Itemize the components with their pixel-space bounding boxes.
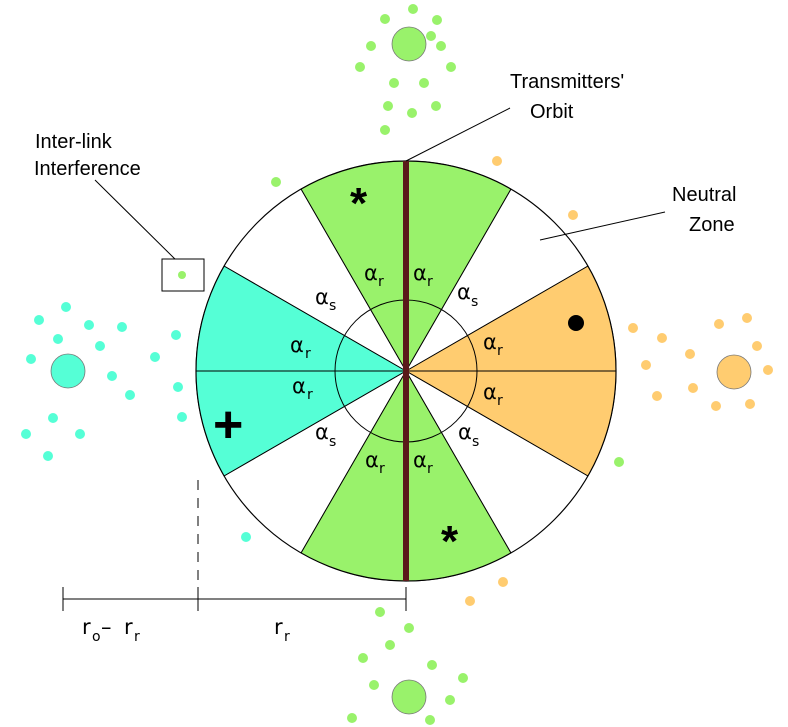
neutral-zone-leader xyxy=(539,211,666,241)
orbit-label-line2: Orbit xyxy=(530,101,574,123)
teal-cluster-left xyxy=(21,302,251,542)
orbit-leader xyxy=(405,107,511,162)
svg-text:r: r xyxy=(379,461,385,477)
interference-label-line1: Inter-link xyxy=(35,131,113,153)
star-marker-bottom: * xyxy=(441,517,459,566)
label-r-r: r r xyxy=(274,615,290,645)
radial-lines xyxy=(196,188,616,554)
svg-text:r: r xyxy=(497,393,503,409)
interference-leader xyxy=(94,179,181,265)
green-cluster-bottom xyxy=(271,177,624,725)
svg-text:s: s xyxy=(329,298,336,314)
dimension-line xyxy=(62,587,407,611)
alpha-s-top-right: α xyxy=(457,280,471,304)
svg-text:–: – xyxy=(101,615,112,639)
neutral-label-line2: Zone xyxy=(689,214,735,236)
alpha-r-left-upper: α xyxy=(290,333,304,357)
alpha-s-bottom-right: α xyxy=(458,420,472,444)
orbit-label-line1: Transmitters' xyxy=(510,71,624,93)
svg-text:r: r xyxy=(427,461,433,477)
dot-marker xyxy=(568,315,584,331)
orange-cluster-right xyxy=(465,156,773,606)
interference-box xyxy=(161,258,205,292)
svg-text:r: r xyxy=(497,343,503,359)
svg-text:r: r xyxy=(305,346,311,362)
svg-text:s: s xyxy=(472,434,479,450)
svg-text:s: s xyxy=(471,294,478,310)
plus-marker: + xyxy=(213,396,243,454)
star-marker-top: * xyxy=(350,179,368,228)
svg-text:r: r xyxy=(378,274,384,290)
alpha-r-right-lower: α xyxy=(483,380,497,404)
alpha-r-top-left: α xyxy=(364,261,378,285)
alpha-r-right-upper: α xyxy=(483,330,497,354)
green-cluster-top xyxy=(355,4,456,135)
svg-text:s: s xyxy=(329,434,336,450)
svg-text:r: r xyxy=(134,629,140,645)
svg-text:r: r xyxy=(307,387,313,403)
svg-text:r: r xyxy=(427,274,433,290)
alpha-r-bottom-left: α xyxy=(365,448,379,472)
svg-text:r: r xyxy=(82,615,91,639)
label-r-o-minus-r-r: r o – r r xyxy=(82,615,140,645)
alpha-r-left-lower: α xyxy=(292,374,306,398)
alpha-labels: α r α r α s α s α r α r α r α r α s α s … xyxy=(290,261,503,477)
svg-text:o: o xyxy=(92,629,101,645)
svg-text:r: r xyxy=(124,615,133,639)
svg-text:r: r xyxy=(284,629,290,645)
alpha-r-top-right: α xyxy=(413,261,427,285)
alpha-r-bottom-right: α xyxy=(413,448,427,472)
alpha-s-top-left: α xyxy=(315,285,329,309)
svg-text:r: r xyxy=(274,615,283,639)
interference-label-line2: Interference xyxy=(34,158,141,180)
alpha-s-bottom-left: α xyxy=(315,420,329,444)
neutral-label-line1: Neutral xyxy=(672,184,736,206)
